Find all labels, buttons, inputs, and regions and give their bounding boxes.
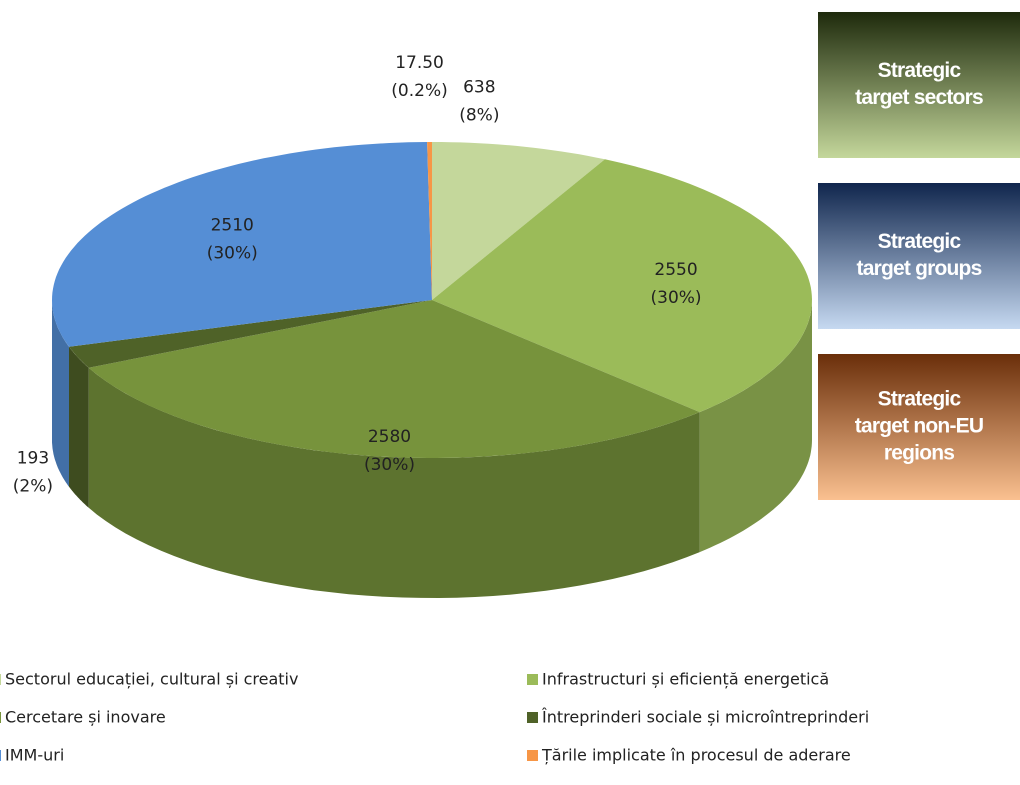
side-box-text: target sectors [855, 86, 983, 109]
legend-label: Sectorul educației, cultural și creativ [5, 670, 298, 689]
percent-label: (8%) [459, 105, 499, 125]
side-box-text: Strategic [878, 388, 962, 411]
legend-swatch [527, 674, 538, 685]
legend-label: IMM-uri [5, 746, 64, 765]
side-box-text: Strategic [878, 230, 962, 253]
side-box-text: target groups [857, 257, 982, 280]
data-label: 638 [463, 77, 495, 97]
legend-swatch [0, 712, 1, 723]
data-label: 2550 [654, 260, 697, 280]
percent-label: (30%) [364, 455, 415, 475]
percent-label: (30%) [651, 288, 702, 308]
percent-label: (0.2%) [391, 81, 447, 101]
slice [69, 300, 432, 368]
legend-swatch [527, 712, 538, 723]
data-label: 17.50 [395, 53, 444, 73]
legend-label: Întreprinderi sociale și microîntreprind… [541, 708, 869, 727]
slice [427, 142, 432, 300]
data-label: 2580 [368, 427, 411, 447]
side-box-text: regions [884, 442, 954, 465]
legend-swatch [0, 750, 1, 761]
slice [88, 300, 700, 458]
legend-label: Infrastructuri și eficiență energetică [542, 670, 829, 689]
percent-label: (2%) [13, 476, 53, 496]
side-box [818, 354, 1020, 500]
slice-side [88, 367, 700, 598]
slice [432, 142, 605, 300]
legend-swatch [0, 674, 1, 685]
side-box [818, 12, 1020, 158]
legend-label: Cercetare și inovare [5, 708, 166, 727]
legend-swatch [527, 750, 538, 761]
side-box [818, 183, 1020, 329]
side-box-text: Strategic [878, 59, 962, 82]
slice [432, 159, 812, 413]
data-label: 2510 [211, 216, 254, 236]
slice-side [69, 346, 89, 508]
percent-label: (30%) [207, 244, 258, 264]
slice [52, 142, 432, 347]
legend-label: Țările implicate în procesul de aderare [541, 746, 851, 765]
data-label: 193 [17, 448, 49, 468]
side-box-text: target non-EU [855, 415, 983, 438]
slice-side [52, 300, 69, 487]
slice-side [699, 300, 812, 553]
